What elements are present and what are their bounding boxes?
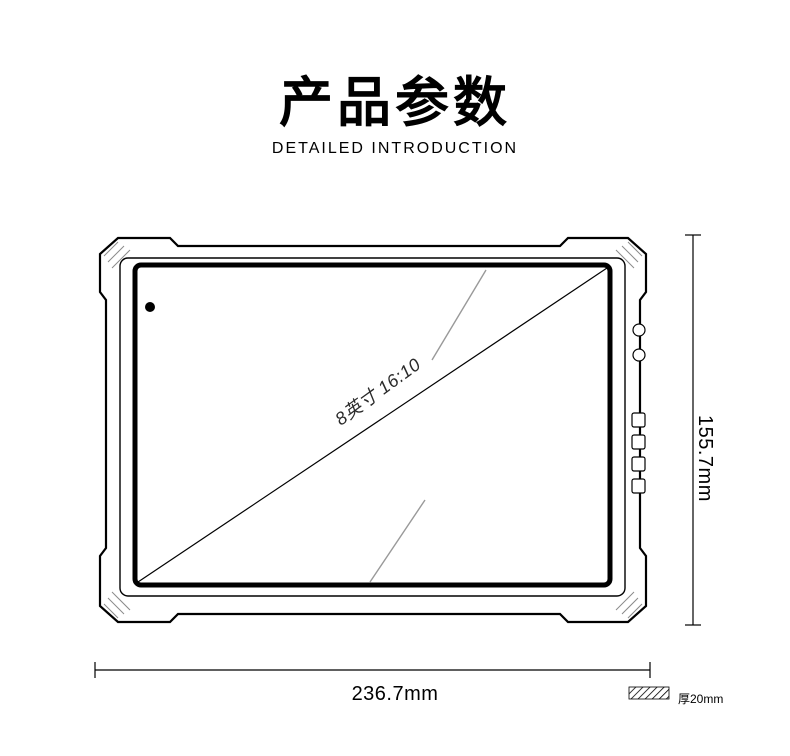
camera-icon [145, 302, 155, 312]
thickness-label: 厚20mm [678, 690, 723, 707]
height-label: 155.7mm [693, 415, 716, 502]
page-root: 产品参数 DETAILED INTRODUCTION [0, 0, 790, 756]
width-label: 236.7mm [0, 683, 790, 706]
dim-width [95, 662, 650, 678]
